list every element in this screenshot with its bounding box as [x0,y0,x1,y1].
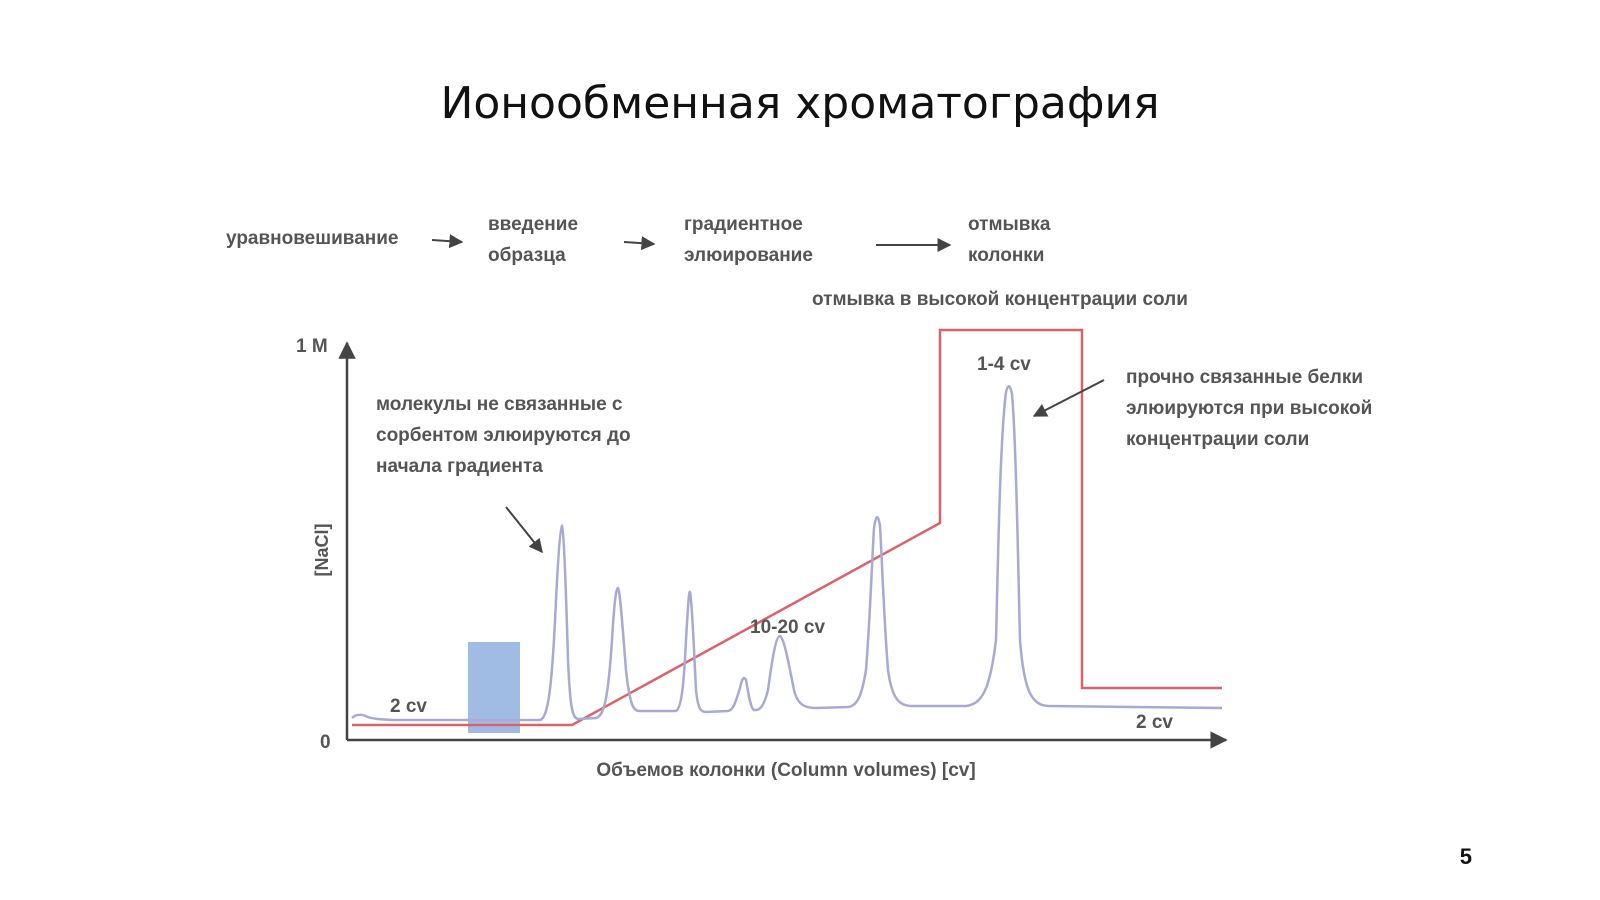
y-axis-top-tick: 1 M [296,336,328,357]
y-axis-zero-tick: 0 [320,732,331,753]
step-column-wash-line1: отмывка [968,214,1051,235]
y-axis-label: [NaCl] [312,524,332,577]
step-gradient-elution-line2: элюирование [684,245,813,266]
cv-start-label: 2 cv [390,696,427,717]
bound-note-arrow [1032,379,1105,417]
page-title: Ионообменная хроматография [440,78,1160,129]
sample-injection-block [468,642,520,733]
bound-note-line3: концентрации соли [1126,429,1309,450]
cv-end-label: 2 cv [1136,712,1173,733]
unbound-note-line3: начала градиента [376,456,543,477]
step-gradient-elution-line1: градиентное [684,214,803,235]
absorbance-trace [351,385,1223,722]
bound-note-line1: прочно связанные белки [1126,367,1363,388]
unbound-note-line2: сорбентом элюируются до [376,425,631,446]
step-equilibration: уравновешивание [226,228,398,249]
step-sample-injection-line2: образца [488,245,566,266]
step-sample-injection-line1: введение [488,214,578,235]
step-column-wash-line2: колонки [968,245,1044,266]
bound-note-line2: элюируются при высокой [1126,398,1372,419]
high-salt-wash-label: отмывка в высокой концентрации соли [812,289,1188,310]
page-number: 5 [1459,844,1472,869]
cv-gradient-label: 10-20 cv [750,617,825,638]
flow-arrow-1 [431,234,464,249]
x-axis-label: Объемов колонки (Column volumes) [cv] [596,760,975,781]
salt-concentration-line [352,328,1222,727]
unbound-note-line1: молекулы не связанные с [376,394,623,415]
cv-wash-label: 1-4 cv [977,354,1031,375]
unbound-note-arrow [505,506,543,554]
flow-arrow-2 [623,236,656,251]
